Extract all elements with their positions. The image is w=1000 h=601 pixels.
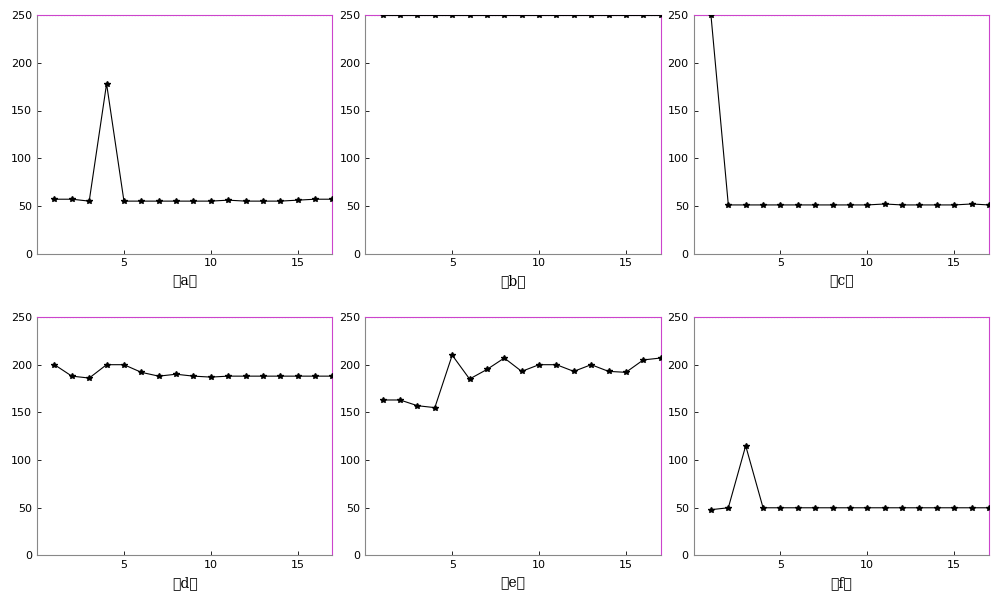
X-axis label: （e）: （e） (500, 576, 525, 590)
X-axis label: （c）: （c） (829, 274, 854, 288)
X-axis label: （d）: （d） (172, 576, 198, 590)
X-axis label: （b）: （b） (500, 274, 526, 288)
X-axis label: （f）: （f） (830, 576, 852, 590)
X-axis label: （a）: （a） (172, 274, 197, 288)
